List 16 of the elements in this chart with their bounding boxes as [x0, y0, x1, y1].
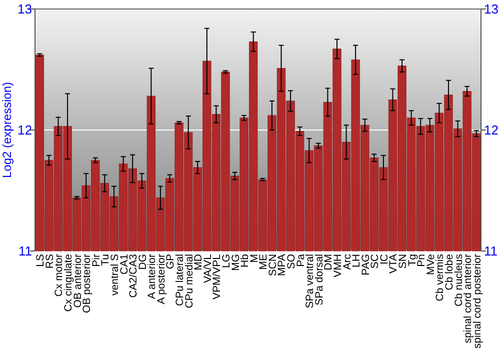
x-tick-label: MPA [276, 254, 288, 276]
x-tick-label: GP [164, 254, 177, 270]
x-tick-label: Arc [341, 254, 354, 270]
x-tick-label: Cb nucleus [452, 254, 465, 307]
y2-tick-label: 11 [484, 244, 498, 259]
y-axis-title: Log2 (expression) [0, 82, 14, 178]
x-tick-label: VTA [388, 254, 400, 274]
x-tick-label: CA1 [118, 254, 130, 274]
y-tick-label: 13 [18, 2, 32, 17]
y-tick-label: 11 [18, 244, 32, 259]
y-tick-label: 12 [18, 122, 32, 138]
y2-tick-label: 12 [484, 122, 498, 138]
x-tick-label: Cb lobe [443, 254, 456, 290]
x-tick-label: SPa dorsal [313, 254, 326, 306]
y2-tick-label: 13 [484, 2, 498, 17]
x-tick-label: CPu medial [183, 254, 196, 308]
